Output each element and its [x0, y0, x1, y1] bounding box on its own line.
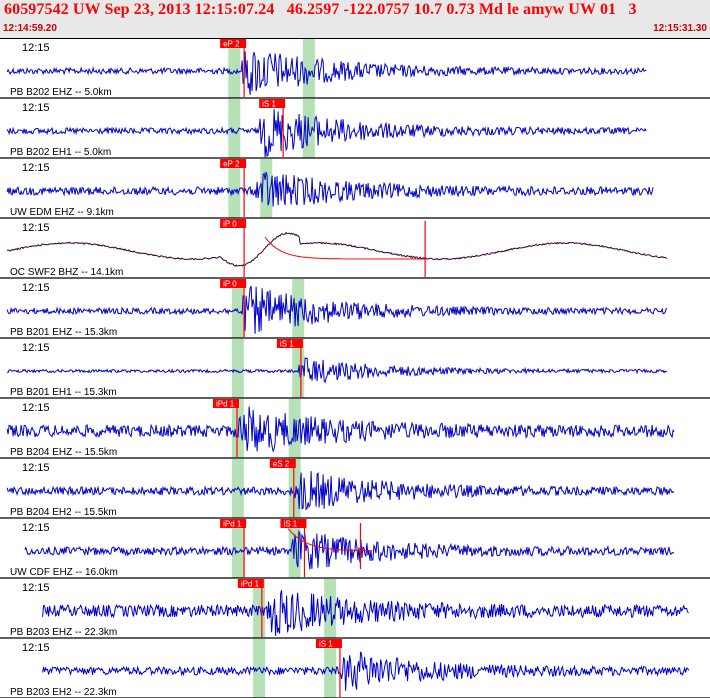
seismogram-panel[interactable]: iS 1 12:15 PB B201 EH1 -- 15.3km [0, 339, 710, 399]
pick-window-band [288, 459, 301, 518]
channel-label: PB B203 EH2 -- 22.3km [10, 687, 117, 698]
phase-pick-label: iS 1 [262, 100, 276, 109]
waveform-trace [6, 109, 647, 158]
phase-pick-label: iP 0 [223, 220, 237, 229]
waveform-trace [6, 171, 654, 207]
pick-window-band [302, 39, 315, 98]
pick-window-band [228, 99, 241, 158]
phase-pick-secondary-flag[interactable] [280, 519, 307, 528]
pick-window-band [231, 339, 244, 398]
panel-time-label: 12:15 [22, 42, 50, 54]
channel-label: OC SWF2 BHZ -- 14.1km [10, 267, 123, 278]
channel-label: PB B201 EH1 -- 15.3km [10, 387, 117, 398]
seismogram-panel[interactable]: iPd 1 iS 1 12:15 UW CDF EHZ -- 16.0km [0, 519, 710, 579]
phase-pick-flag[interactable] [269, 459, 296, 468]
waveform-trace [24, 529, 675, 570]
phase-pick-label: iPd 1 [241, 580, 260, 589]
waveform-trace [6, 51, 647, 95]
seismogram-panel[interactable]: eP 2 12:15 PB B202 EHZ -- 5.0km [0, 39, 710, 99]
phase-pick-flag[interactable] [237, 579, 264, 588]
channel-label: UW EDM EHZ -- 9.1km [10, 207, 114, 218]
start-time-label: 12:14:59.20 [3, 23, 57, 34]
panel-time-label: 12:15 [22, 642, 50, 654]
panel-time-label: 12:15 [22, 282, 50, 294]
panel-time-label: 12:15 [22, 162, 50, 174]
phase-pick-flag[interactable] [315, 639, 342, 648]
seismogram-panel[interactable]: iP 0 12:15 OC SWF2 BHZ -- 14.1km [0, 219, 710, 279]
event-title: 60597542 UW Sep 23, 2013 12:15:07.24 46.… [4, 1, 637, 18]
phase-pick-flag[interactable] [213, 399, 239, 408]
phase-pick-flag[interactable] [220, 279, 247, 288]
panel-time-label: 12:15 [22, 462, 50, 474]
channel-label: PB B201 EHZ -- 15.3km [10, 327, 117, 338]
phase-pick-secondary-label: iS 1 [283, 520, 297, 529]
pick-window-band [228, 39, 241, 98]
phase-pick-flag[interactable] [276, 339, 303, 348]
waveform-trace [6, 231, 668, 267]
phase-pick-flag[interactable] [220, 159, 247, 168]
phase-pick-flag[interactable] [220, 39, 247, 48]
coda-duration-curve [287, 528, 373, 552]
seismogram-panel[interactable]: iP 0 12:15 PB B201 EHZ -- 15.3km [0, 279, 710, 339]
phase-pick-label: iS 1 [280, 340, 294, 349]
channel-label: PB B202 EHZ -- 5.0km [10, 87, 112, 98]
event-header: 60597542 UW Sep 23, 2013 12:15:07.24 46.… [0, 0, 710, 39]
pick-window-band [324, 639, 337, 698]
pick-window-band [228, 159, 241, 218]
channel-label: PB B204 EH2 -- 15.5km [10, 507, 117, 518]
phase-pick-label: eS 2 [273, 460, 290, 469]
waveform-trace [42, 590, 689, 636]
phase-pick-label: iP 0 [223, 280, 237, 289]
phase-pick-label: eP 2 [223, 40, 240, 49]
phase-pick-flag[interactable] [220, 519, 247, 528]
waveform-trace [6, 471, 675, 511]
panel-time-label: 12:15 [22, 342, 50, 354]
channel-label: PB B202 EH1 -- 5.0km [10, 147, 111, 158]
phase-pick-flag[interactable] [259, 99, 286, 108]
waveform-trace [42, 651, 690, 691]
coda-duration-curve [264, 236, 426, 260]
pick-window-band [231, 399, 244, 458]
phase-pick-label: eP 2 [223, 160, 240, 169]
waveform-trace [6, 285, 668, 334]
phase-pick-label: iPd 1 [223, 520, 242, 529]
panel-time-label: 12:15 [22, 102, 50, 114]
seismogram-panel[interactable]: iS 1 12:15 PB B202 EH1 -- 5.0km [0, 99, 710, 159]
seismogram-panel[interactable]: iPd 1 12:15 PB B203 EHZ -- 22.3km [0, 579, 710, 639]
phase-pick-flag[interactable] [220, 219, 247, 228]
pick-window-band [231, 519, 244, 578]
panel-time-label: 12:15 [22, 582, 50, 594]
channel-label: PB B204 EHZ -- 15.5km [10, 447, 117, 458]
end-time-label: 12:15:31.30 [653, 23, 707, 34]
panel-time-label: 12:15 [22, 522, 50, 534]
seismogram-panel[interactable]: eS 2 12:15 PB B204 EH2 -- 15.5km [0, 459, 710, 519]
channel-label: PB B203 EHZ -- 22.3km [10, 627, 117, 638]
waveform-trace [6, 357, 668, 384]
seismogram-panel[interactable]: eP 2 12:15 UW EDM EHZ -- 9.1km [0, 159, 710, 219]
panel-time-label: 12:15 [22, 402, 50, 414]
waveform-trace [6, 406, 675, 453]
pick-window-band [231, 279, 244, 338]
seismogram-panel[interactable]: iS 1 12:15 PB B203 EH2 -- 22.3km [0, 639, 710, 698]
phase-pick-label: iPd 1 [216, 400, 235, 409]
panel-time-label: 12:15 [22, 222, 50, 234]
seismogram-panel[interactable]: iPd 1 12:15 PB B204 EHZ -- 15.5km [0, 399, 710, 459]
pick-window-band [260, 159, 273, 218]
channel-label: UW CDF EHZ -- 16.0km [10, 567, 118, 578]
phase-pick-label: iS 1 [319, 640, 333, 649]
